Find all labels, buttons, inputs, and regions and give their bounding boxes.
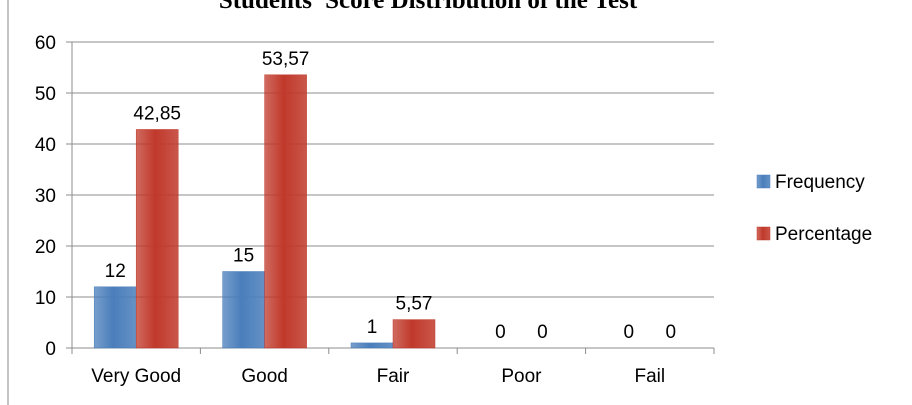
bar-frequency — [350, 342, 394, 349]
y-tick-label: 20 — [35, 237, 56, 258]
x-tick-label: Good — [241, 366, 287, 387]
data-label-percentage: 53,57 — [262, 49, 310, 70]
data-label-percentage: 0 — [537, 322, 548, 343]
legend-swatch-percentage — [756, 226, 771, 241]
legend-label-percentage: Percentage — [775, 224, 872, 245]
y-tick-label: 50 — [35, 84, 56, 105]
data-label-frequency: 1 — [367, 317, 378, 338]
y-tick-label: 40 — [35, 135, 56, 156]
data-label-frequency: 15 — [233, 246, 254, 267]
data-label-percentage: 42,85 — [133, 103, 181, 124]
x-tick-label: Poor — [501, 366, 542, 387]
bars — [93, 74, 436, 349]
bar-frequency — [222, 271, 265, 349]
x-tick-label: Fair — [377, 366, 410, 387]
y-tick-label: 60 — [35, 33, 56, 54]
y-tick-label: 10 — [35, 288, 56, 309]
gridlines — [72, 41, 714, 298]
bar-percentage — [264, 74, 307, 349]
bar-frequency — [93, 286, 137, 349]
data-labels: 12 42,85 15 53,57 1 5,57 0 0 0 0 — [105, 49, 676, 343]
y-tick-label: 30 — [35, 186, 56, 207]
data-label-frequency: 0 — [624, 322, 635, 343]
data-label-frequency: 12 — [105, 261, 126, 282]
data-label-percentage: 5,57 — [396, 294, 433, 315]
legend-swatch-frequency — [756, 174, 771, 189]
chart-title: Students' Score Distribution of the Test — [219, 0, 638, 14]
legend-label-frequency: Frequency — [775, 172, 865, 193]
data-label-frequency: 0 — [495, 322, 506, 343]
x-tick-label: Fail — [634, 366, 665, 387]
y-tick-label: 0 — [45, 339, 56, 360]
x-tick-label: Very Good — [91, 366, 181, 387]
bar-percentage — [392, 319, 436, 349]
legend: Frequency Percentage — [756, 172, 872, 245]
data-label-percentage: 0 — [666, 322, 677, 343]
bar-percentage — [135, 129, 179, 349]
